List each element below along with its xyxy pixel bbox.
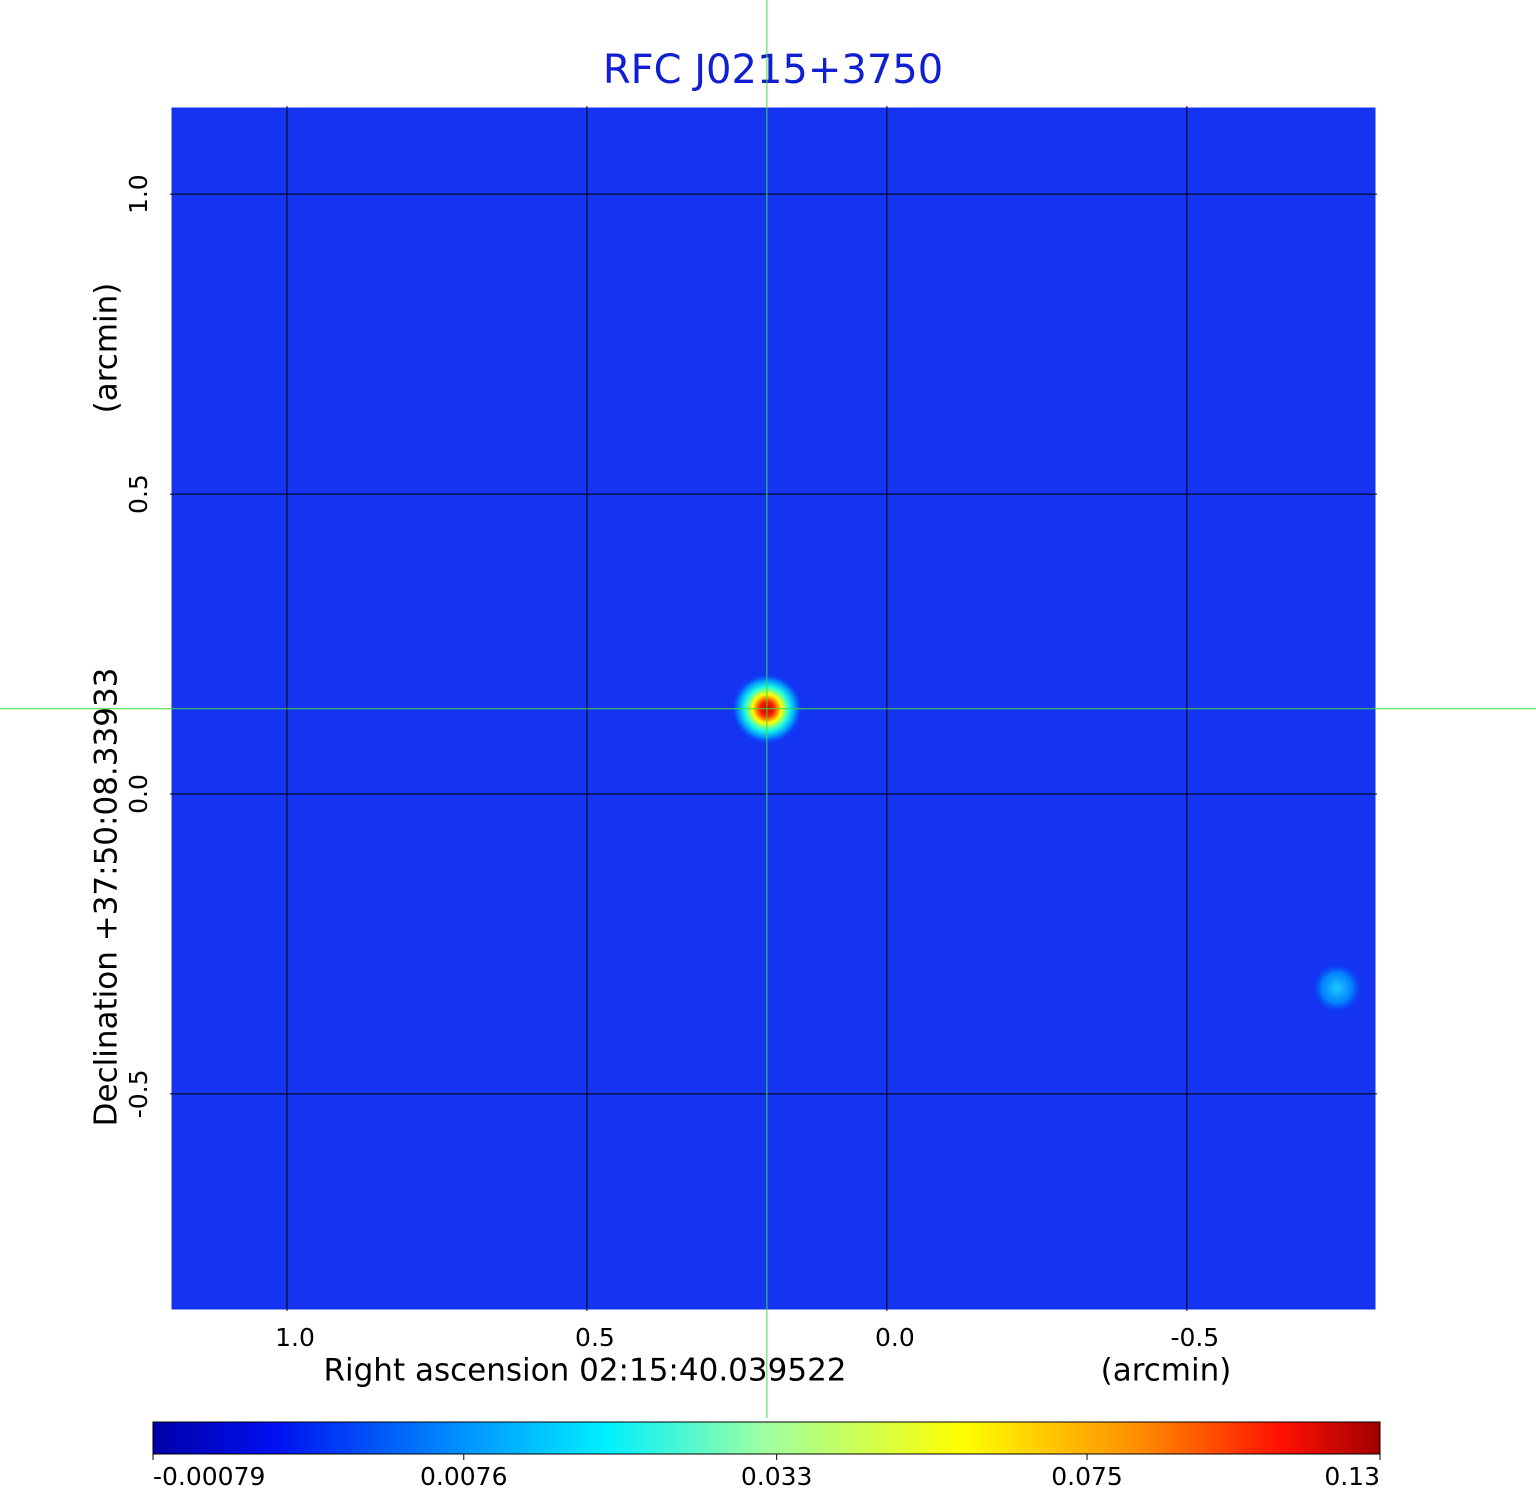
colorbar-tick-label: 0.13 [1324,1462,1380,1491]
x-tick-label: 0.5 [575,1323,615,1352]
chart-title: RFC J0215+3750 [603,47,943,93]
x-tick-label: 0.0 [875,1323,915,1352]
y-tick-label: 0.0 [124,774,153,814]
x-axis-unit: (arcmin) [1101,1353,1232,1389]
x-axis-label: Right ascension 02:15:40.039522 [323,1353,846,1389]
colorbar [152,1421,1381,1455]
secondary-source [1311,962,1363,1014]
colorbar-tick-label: 0.033 [741,1462,813,1491]
x-tick-label: 1.0 [275,1323,315,1352]
colorbar-tick-label: 0.0076 [420,1462,507,1491]
y-tick-label: -0.5 [124,1069,153,1118]
y-tick-label: 0.5 [124,474,153,514]
y-axis-unit: (arcmin) [89,283,125,414]
x-tick-label: -0.5 [1170,1323,1219,1352]
y-axis-label: Declination +37:50:08.33933 [89,668,125,1127]
colorbar-tick-label: 0.075 [1051,1462,1123,1491]
y-tick-label: 1.0 [124,174,153,214]
colorbar-tick-label: -0.00079 [153,1462,265,1491]
